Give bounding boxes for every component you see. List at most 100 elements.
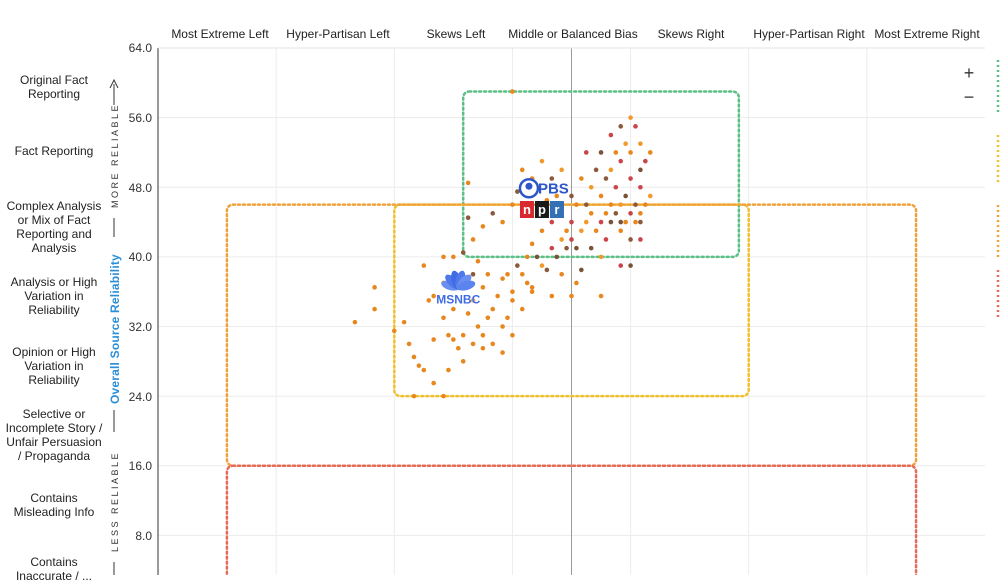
reliability-category: Fact Reporting bbox=[14, 144, 94, 158]
data-point bbox=[441, 254, 446, 260]
data-point bbox=[583, 150, 589, 155]
data-point bbox=[608, 167, 614, 173]
y-tick-label: 8.0 bbox=[135, 529, 152, 543]
data-point bbox=[515, 189, 520, 194]
data-point bbox=[623, 193, 628, 199]
npr-block bbox=[534, 201, 549, 219]
data-point bbox=[406, 341, 412, 347]
data-point bbox=[391, 328, 397, 334]
data-point bbox=[643, 158, 648, 164]
data-point bbox=[593, 228, 599, 234]
data-point bbox=[490, 306, 496, 312]
region-box bbox=[225, 464, 918, 575]
data-point bbox=[598, 193, 604, 199]
data-point bbox=[529, 289, 535, 294]
data-point bbox=[638, 141, 643, 147]
data-point bbox=[519, 306, 525, 312]
source-logo-label: n bbox=[523, 202, 531, 217]
data-point bbox=[603, 176, 609, 181]
data-point bbox=[460, 250, 466, 255]
source-logo-label: p bbox=[538, 202, 546, 217]
data-point bbox=[372, 285, 377, 290]
data-point bbox=[564, 245, 569, 251]
data-point bbox=[647, 193, 653, 199]
data-point bbox=[470, 341, 476, 347]
data-point bbox=[618, 228, 624, 234]
npr-block bbox=[519, 201, 534, 219]
data-point bbox=[603, 237, 609, 242]
data-point bbox=[603, 211, 609, 216]
data-point bbox=[613, 211, 619, 216]
data-point bbox=[579, 176, 584, 181]
y-tick-label: 64.0 bbox=[128, 41, 152, 55]
data-point bbox=[451, 306, 456, 312]
data-point bbox=[401, 319, 407, 325]
y-tick-label: 24.0 bbox=[128, 390, 152, 404]
data-point bbox=[569, 237, 574, 242]
x-category-label: Most Extreme Left bbox=[171, 27, 269, 41]
data-point bbox=[451, 337, 456, 342]
data-point bbox=[490, 341, 496, 347]
reliability-arrows bbox=[109, 78, 119, 575]
data-point bbox=[574, 280, 579, 286]
data-point bbox=[446, 367, 451, 373]
data-point bbox=[554, 254, 560, 260]
data-point bbox=[426, 298, 432, 303]
reliability-category: Analysis or High Variation in Reliabilit… bbox=[10, 275, 98, 317]
data-point bbox=[465, 311, 471, 316]
data-point bbox=[431, 293, 436, 299]
y-tick-label: 16.0 bbox=[128, 459, 152, 473]
region-box bbox=[461, 90, 741, 259]
data-point bbox=[470, 298, 476, 303]
data-point bbox=[500, 350, 505, 355]
data-point bbox=[539, 263, 545, 268]
data-point bbox=[633, 202, 638, 207]
data-point bbox=[554, 193, 560, 199]
data-point bbox=[524, 254, 530, 260]
data-point bbox=[549, 176, 555, 181]
data-point bbox=[549, 245, 555, 251]
data-point bbox=[539, 158, 545, 164]
data-point bbox=[480, 332, 486, 338]
data-point bbox=[598, 150, 604, 155]
data-point bbox=[510, 298, 515, 303]
data-point bbox=[544, 267, 550, 273]
data-point bbox=[480, 224, 486, 229]
data-point bbox=[500, 219, 505, 225]
data-point bbox=[628, 211, 633, 216]
data-point bbox=[638, 184, 643, 190]
data-point bbox=[633, 219, 638, 225]
regions bbox=[225, 60, 1000, 575]
data-point bbox=[505, 271, 510, 277]
reliability-category: Complex Analysis or Mix of Fact Reportin… bbox=[6, 199, 102, 255]
data-point bbox=[500, 276, 505, 281]
data-point bbox=[608, 202, 614, 207]
data-point bbox=[579, 228, 584, 234]
x-category-label: Skews Right bbox=[657, 27, 725, 41]
data-point bbox=[574, 202, 579, 207]
data-point bbox=[593, 167, 599, 173]
msnbc-feather bbox=[456, 280, 476, 291]
data-point bbox=[623, 141, 628, 147]
data-point bbox=[569, 293, 574, 299]
data-point bbox=[628, 115, 633, 120]
data-point bbox=[583, 202, 589, 207]
zoom-in-button[interactable]: + bbox=[958, 63, 980, 85]
data-point bbox=[465, 215, 471, 221]
data-point bbox=[441, 393, 446, 399]
data-point bbox=[598, 293, 604, 299]
x-category-label: Most Extreme Right bbox=[874, 27, 980, 41]
data-point bbox=[505, 315, 510, 321]
data-point bbox=[549, 219, 555, 225]
source-logos: PBS n p r MSNBC bbox=[436, 178, 569, 307]
data-point bbox=[598, 219, 604, 225]
zoom-out-button[interactable]: − bbox=[958, 87, 980, 109]
x-category-label: Hyper-Partisan Left bbox=[286, 27, 390, 41]
source-logo-label: PBS bbox=[538, 180, 569, 197]
grid bbox=[157, 47, 985, 575]
data-point bbox=[628, 237, 633, 242]
data-point bbox=[510, 332, 515, 338]
x-category-label: Middle or Balanced Bias bbox=[508, 27, 638, 41]
